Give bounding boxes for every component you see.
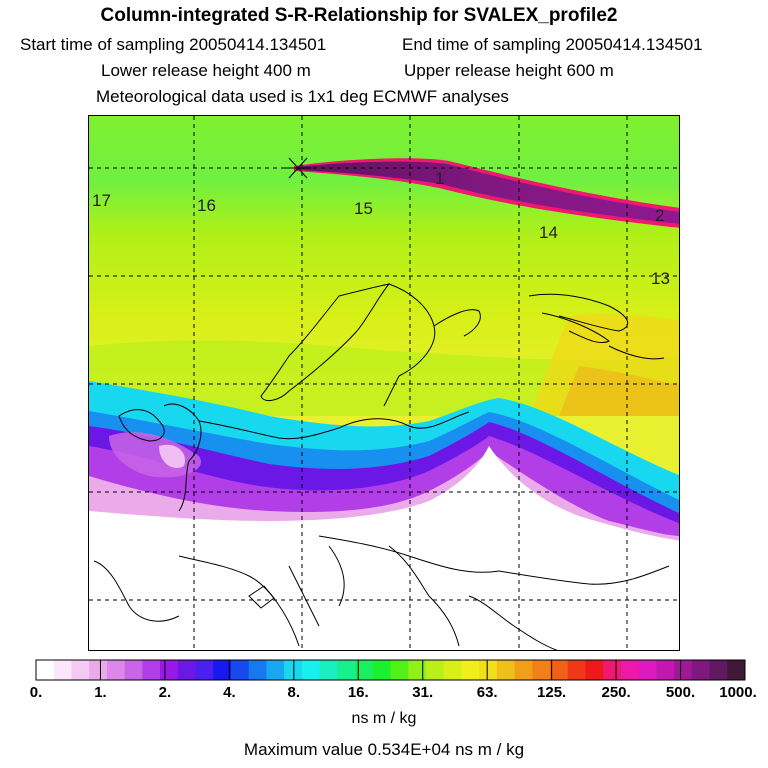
plume-core [297,161,679,224]
colorbar-swatch [124,660,143,680]
colorbar-tick-label: 0. [29,684,43,701]
colorbar-swatch [550,660,569,680]
colorbar-swatch [230,660,250,680]
colorbar-swatch [461,660,480,680]
colorbar-units: ns m / kg [351,710,417,727]
colorbar-swatch [567,660,586,680]
field-band-orange [559,366,679,416]
time-label-2: 2 [655,206,664,225]
colorbar-swatch [532,660,551,680]
colorbar-swatch [603,660,622,680]
colorbar-swatch [36,660,55,680]
colorbar-swatch [656,660,675,680]
colorbar-swatch [248,660,267,680]
colorbar-swatch [213,660,232,680]
colorbar-swatch [284,660,303,680]
colorbar-swatch [479,660,498,680]
colorbar-swatch [142,660,161,680]
colorbar-tick-label: 1. [94,684,107,701]
time-label-14: 14 [539,223,558,242]
colorbar-swatch [390,660,409,680]
colorbar-swatch [674,660,693,680]
time-label-15: 15 [354,199,373,218]
colorbar-swatch [709,660,728,680]
colorbar-swatch [638,660,657,680]
time-label-1: 1 [435,169,444,188]
colorbar-swatch [89,660,108,680]
colorbar-swatch [355,660,374,680]
colorbar-swatch [425,660,445,680]
end-time-label: End time of sampling 20050414.134501 [402,35,703,54]
colorbar-tick-label: 4. [223,684,236,701]
colorbar-swatch [514,660,533,680]
colorbar-tick-label: 63. [476,684,498,701]
colorbar-swatch [620,660,640,680]
colorbar-swatch [195,660,214,680]
field-band-yellowgreen [89,340,679,416]
colorbar-swatch [301,660,321,680]
colorbar-swatch [319,660,338,680]
map-canvas: 17 16 15 14 13 1 2 [89,116,679,650]
time-label-16: 16 [197,196,216,215]
colorbar-swatch [177,660,197,680]
colorbar-tick-label: 31. [412,684,434,701]
colorbar-swatch [691,660,711,680]
colorbar-swatch [53,660,72,680]
colorbar-border [35,659,746,681]
coastlines [93,283,670,650]
time-label-17: 17 [92,191,111,210]
lower-release-label: Lower release height 400 m [101,61,311,80]
colorbar-swatch [337,660,356,680]
colorbar [35,659,746,681]
field-blob-light [159,444,185,468]
colorbar-tick-label: 1000. [719,684,757,701]
colorbar-swatch [408,660,427,680]
colorbar-swatch [106,660,126,680]
colorbar-swatch [71,660,90,680]
colorbar-tick-label: 8. [287,684,301,701]
map-title: Column-integrated S-R-Relationship for S… [100,5,618,26]
colorbar-swatch [443,660,462,680]
field-white [89,446,679,650]
colorbar-tick-label: 500. [665,684,696,701]
met-data-label: Meteorological data used is 1x1 deg ECMW… [96,87,509,106]
sensitivity-map: 17 16 15 14 13 1 2 [88,115,680,651]
colorbar-swatch [372,660,391,680]
start-time-label: Start time of sampling 20050414.134501 [20,35,327,54]
time-label-13: 13 [651,269,670,288]
max-value-label: Maximum value 0.534E+04 ns m / kg [243,740,525,759]
colorbar-swatch [160,660,179,680]
colorbar-tick-label: 250. [601,684,631,701]
colorbar-tick-label: 125. [537,684,567,701]
colorbar-swatch [727,660,746,680]
colorbar-tick-label: 16. [347,684,369,701]
graticule [89,116,679,650]
upper-release-label: Upper release height 600 m [404,61,614,80]
colorbar-swatch [266,660,285,680]
colorbar-tick-label: 2. [158,684,172,701]
colorbar-swatch [496,660,516,680]
colorbar-swatch [585,660,604,680]
